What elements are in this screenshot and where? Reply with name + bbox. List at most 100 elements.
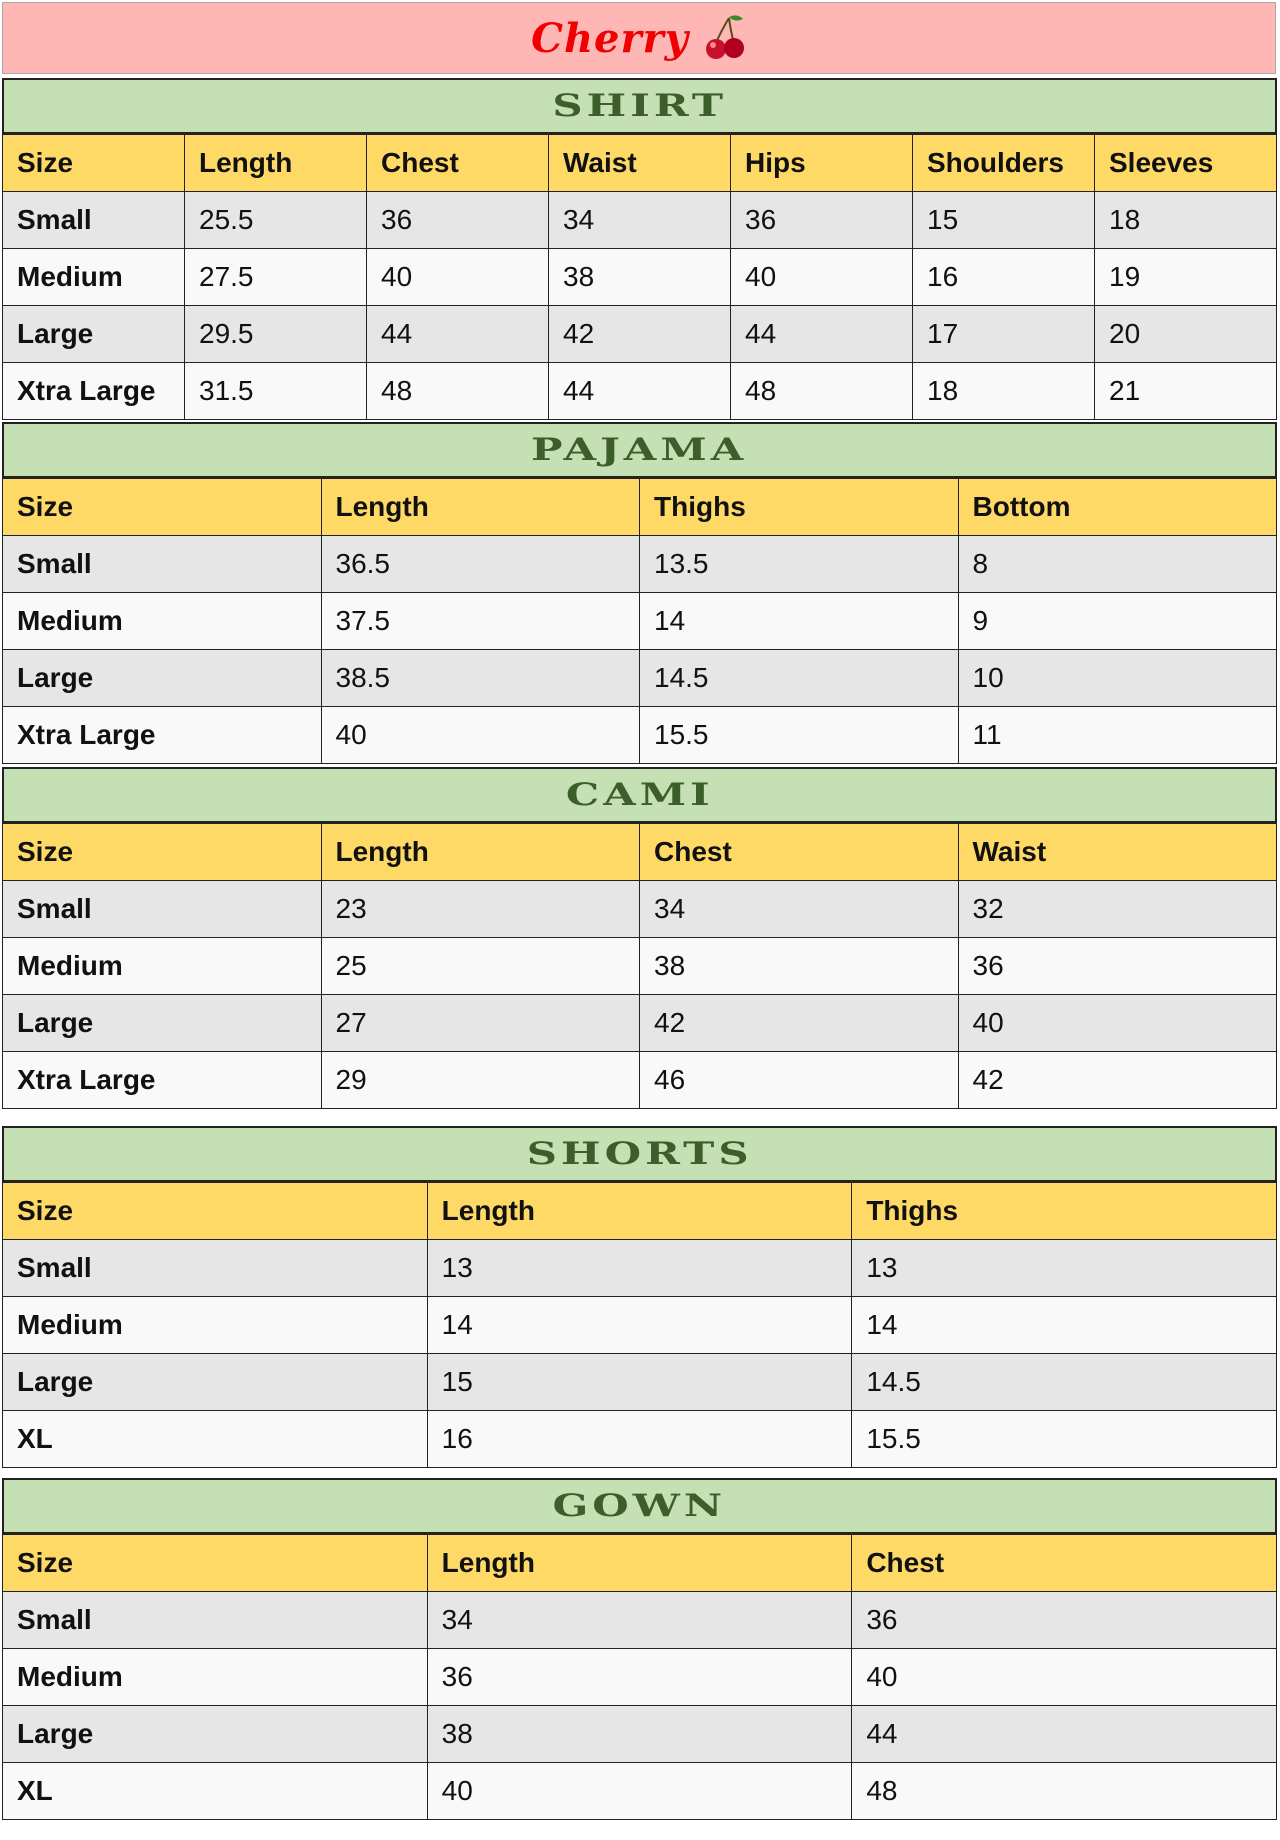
- column-header: Thighs: [851, 1182, 1277, 1240]
- measurement-cell: 36: [957, 937, 1277, 995]
- size-label: Medium: [2, 1296, 428, 1354]
- table-row: Small 23 34 32: [2, 880, 1277, 938]
- cherry-icon: [705, 15, 744, 59]
- measurement-cell: 40: [730, 248, 913, 306]
- size-table-gown: GOWN Size Length Chest Small 34 36 Medium 36 40 La…: [2, 1478, 1277, 1820]
- size-table: Size Length Chest Small 34 36 Medium 36 40 Large 3…: [2, 1534, 1277, 1820]
- section-title: SHIRT: [552, 88, 727, 124]
- section-title-band: PAJAMA: [2, 422, 1277, 478]
- measurement-cell: 44: [851, 1705, 1277, 1763]
- table-header-row: Size Length Chest Waist Hips Shoulders Sleeves: [2, 134, 1277, 192]
- section-title-band: CAMI: [2, 767, 1277, 823]
- measurement-cell: 19: [1094, 248, 1277, 306]
- measurement-cell: 40: [426, 1762, 853, 1820]
- measurement-cell: 13: [426, 1239, 853, 1297]
- measurement-cell: 20: [1094, 305, 1277, 363]
- measurement-cell: 40: [851, 1648, 1277, 1706]
- measurement-cell: 40: [957, 994, 1277, 1052]
- measurement-cell: 14.5: [639, 649, 959, 707]
- measurement-cell: 36: [366, 191, 549, 249]
- measurement-cell: 40: [366, 248, 549, 306]
- measurement-cell: 38: [639, 937, 959, 995]
- column-header: Hips: [730, 134, 913, 192]
- table-row: Small 34 36: [2, 1591, 1277, 1649]
- section-title-band: GOWN: [2, 1478, 1277, 1534]
- measurement-cell: 15.5: [639, 706, 959, 764]
- column-header: Size: [2, 1182, 428, 1240]
- table-header-row: Size Length Thighs Bottom: [2, 478, 1277, 536]
- measurement-cell: 14.5: [851, 1353, 1277, 1411]
- measurement-cell: 34: [548, 191, 731, 249]
- column-header: Size: [2, 1534, 428, 1592]
- measurement-cell: 38: [548, 248, 731, 306]
- section-title: CAMI: [565, 777, 714, 813]
- measurement-cell: 34: [426, 1591, 853, 1649]
- measurement-cell: 42: [639, 994, 959, 1052]
- table-row: Medium 25 38 36: [2, 937, 1277, 995]
- table-row: Medium 27.5 40 38 40 16 19: [2, 248, 1277, 306]
- table-row: XL 40 48: [2, 1762, 1277, 1820]
- size-table: Size Length Chest Waist Small 23 34 32 Medium 25 3…: [2, 823, 1277, 1109]
- table-row: Small 36.5 13.5 8: [2, 535, 1277, 593]
- measurement-cell: 48: [851, 1762, 1277, 1820]
- measurement-cell: 16: [912, 248, 1095, 306]
- measurement-cell: 14: [851, 1296, 1277, 1354]
- measurement-cell: 10: [957, 649, 1277, 707]
- table-row: Xtra Large 29 46 42: [2, 1051, 1277, 1109]
- section-title: GOWN: [552, 1488, 727, 1524]
- measurement-cell: 9: [957, 592, 1277, 650]
- measurement-cell: 17: [912, 305, 1095, 363]
- measurement-cell: 27: [320, 994, 640, 1052]
- measurement-cell: 29: [320, 1051, 640, 1109]
- measurement-cell: 18: [912, 362, 1095, 420]
- column-header: Length: [426, 1182, 853, 1240]
- measurement-cell: 48: [730, 362, 913, 420]
- column-header: Waist: [548, 134, 731, 192]
- measurement-cell: 21: [1094, 362, 1277, 420]
- column-header: Length: [320, 478, 640, 536]
- column-header: Waist: [957, 823, 1277, 881]
- size-label: Small: [2, 535, 322, 593]
- column-header: Chest: [639, 823, 959, 881]
- column-header: Thighs: [639, 478, 959, 536]
- measurement-cell: 23: [320, 880, 640, 938]
- size-label: Xtra Large: [2, 362, 185, 420]
- section-title-band: SHIRT: [2, 78, 1277, 134]
- column-header: Length: [184, 134, 367, 192]
- size-label: Small: [2, 1239, 428, 1297]
- measurement-cell: 32: [957, 880, 1277, 938]
- measurement-cell: 38: [426, 1705, 853, 1763]
- table-row: Small 25.5 36 34 36 15 18: [2, 191, 1277, 249]
- size-label: Medium: [2, 592, 322, 650]
- measurement-cell: 13.5: [639, 535, 959, 593]
- size-table-cami: CAMI Size Length Chest Waist Small 23 34 32 Mediu…: [2, 767, 1277, 1109]
- table-row: Large 27 42 40: [2, 994, 1277, 1052]
- table-row: Small 13 13: [2, 1239, 1277, 1297]
- measurement-cell: 42: [548, 305, 731, 363]
- measurement-cell: 29.5: [184, 305, 367, 363]
- column-header: Length: [320, 823, 640, 881]
- measurement-cell: 15: [426, 1353, 853, 1411]
- size-table-shorts: SHORTS Size Length Thighs Small 13 13 Medium 14 1…: [2, 1126, 1277, 1468]
- table-header-row: Size Length Thighs: [2, 1182, 1277, 1240]
- measurement-cell: 8: [957, 535, 1277, 593]
- table-header-row: Size Length Chest Waist: [2, 823, 1277, 881]
- measurement-cell: 40: [320, 706, 640, 764]
- size-label: Large: [2, 1353, 428, 1411]
- column-header: Bottom: [957, 478, 1277, 536]
- size-table: Size Length Chest Waist Hips Shoulders Sleeves…: [2, 134, 1277, 420]
- section-title: PAJAMA: [531, 432, 748, 468]
- measurement-cell: 37.5: [320, 592, 640, 650]
- measurement-cell: 27.5: [184, 248, 367, 306]
- table-row: Large 15 14.5: [2, 1353, 1277, 1411]
- table-row: Xtra Large 31.5 48 44 48 18 21: [2, 362, 1277, 420]
- size-label: Large: [2, 649, 322, 707]
- column-header: Chest: [366, 134, 549, 192]
- measurement-cell: 14: [426, 1296, 853, 1354]
- table-row: Large 38.5 14.5 10: [2, 649, 1277, 707]
- measurement-cell: 36.5: [320, 535, 640, 593]
- column-header: Size: [2, 134, 185, 192]
- measurement-cell: 38.5: [320, 649, 640, 707]
- brand-title: Cherry: [531, 14, 689, 62]
- table-row: XL 16 15.5: [2, 1410, 1277, 1468]
